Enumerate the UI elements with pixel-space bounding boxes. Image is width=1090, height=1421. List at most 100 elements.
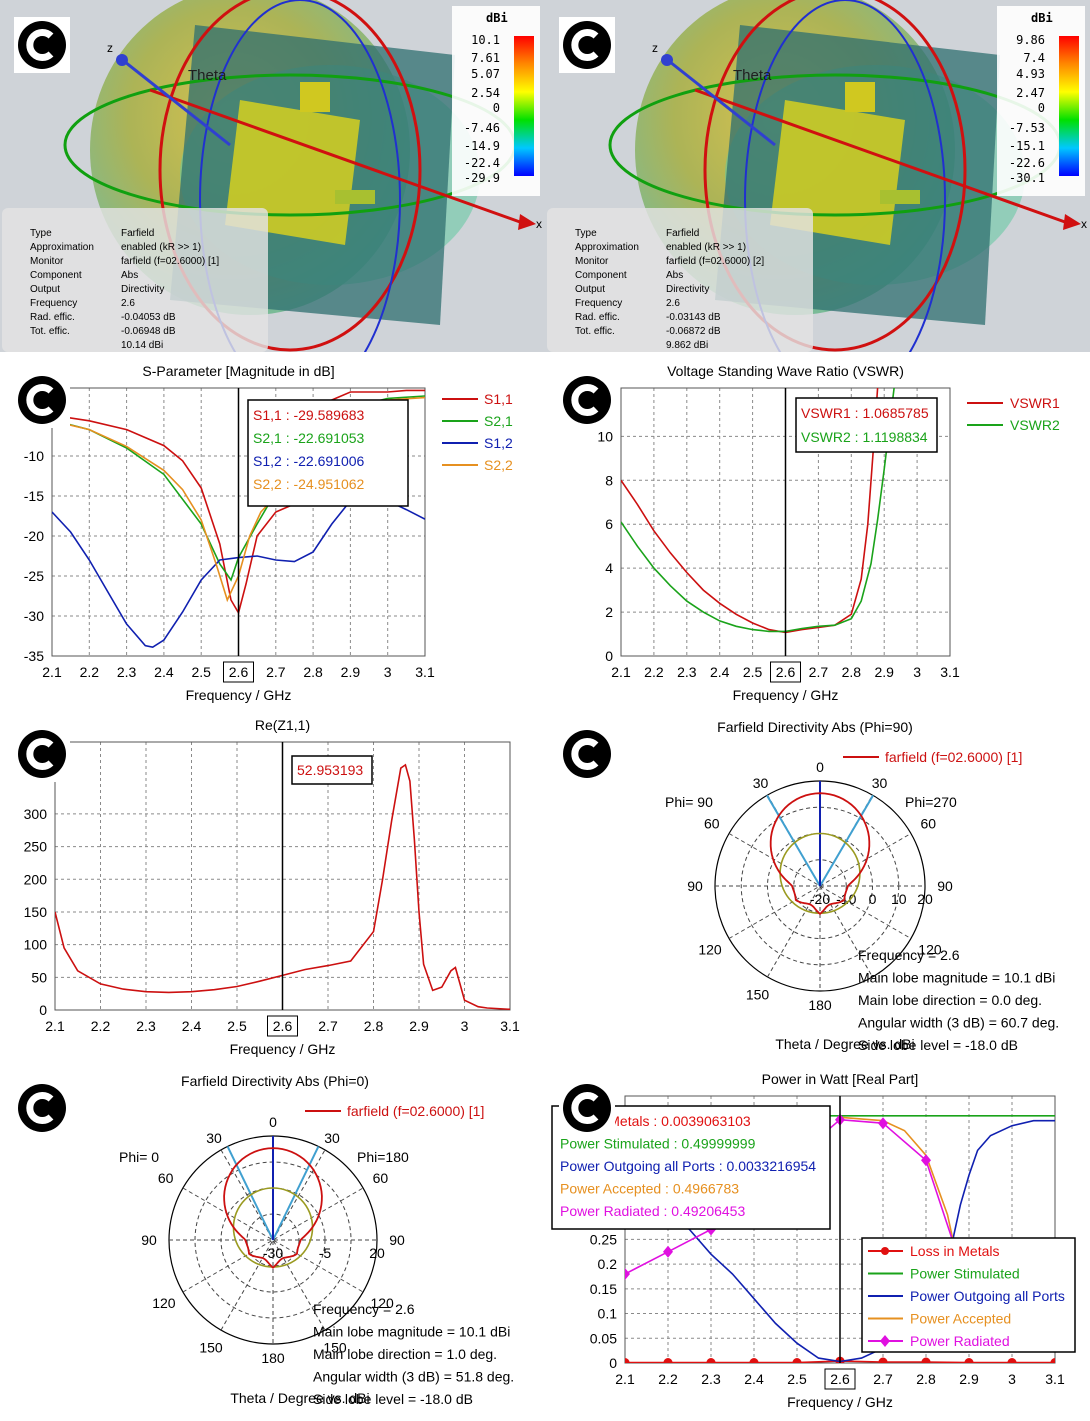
- x-axis-label: Frequency / GHz: [787, 1394, 893, 1410]
- polar-angle-label: 120: [918, 942, 942, 958]
- y-tick-label: 100: [24, 937, 48, 953]
- legend-label: S2,2: [484, 457, 513, 473]
- radiation-pattern: [769, 792, 871, 916]
- info-key: Component: [30, 270, 82, 281]
- polar-angle-label: 60: [920, 816, 936, 832]
- y-tick-label: 150: [24, 904, 48, 920]
- copyright-icon: [14, 372, 70, 428]
- polar-angle-label: 0: [269, 1114, 277, 1130]
- s-parameter-chart: S-Parameter [Magnitude in dB] 2.1 2.2 2.3 2.…: [14, 363, 513, 703]
- legend-label: VSWR1: [1010, 395, 1060, 411]
- y-tick-label: 8: [605, 472, 613, 488]
- x-tick-label: 3.1: [500, 1018, 520, 1034]
- polar-radial-tick: -5: [319, 1245, 332, 1261]
- y-tick-label: 2: [605, 604, 613, 620]
- colorbar-tick: -15.1: [1009, 139, 1045, 153]
- polar-radial-tick: 10: [891, 891, 907, 907]
- info-key: Rad. effic.: [30, 312, 75, 323]
- port-stub: [880, 190, 920, 204]
- marker-readout: S2,1 : -22.691053: [253, 430, 365, 446]
- copyright-icon-disc: [563, 376, 611, 424]
- colorbar-tick: -7.46: [464, 121, 500, 135]
- info-value: Farfield: [666, 228, 699, 239]
- info-key: Frequency: [30, 298, 77, 309]
- y-tick-label: 0: [609, 1355, 617, 1371]
- chart-title: Farfield Directivity Abs (Phi=90): [717, 719, 913, 735]
- x-tick-label: 2.7: [873, 1371, 893, 1387]
- theta-label: Theta: [188, 67, 227, 84]
- marker-readout: Power Radiated : 0.49206453: [560, 1203, 745, 1219]
- copyright-icon-disc: [18, 1084, 66, 1132]
- x-axis-arrowhead: [518, 214, 536, 230]
- x-tick-label: 2.3: [701, 1371, 721, 1387]
- polar-left-label: Phi= 0: [119, 1149, 159, 1165]
- info-key: Type: [575, 228, 597, 239]
- series-marker: [663, 1358, 673, 1363]
- legend-label: Power Stimulated: [910, 1266, 1020, 1282]
- series-marker: [921, 1357, 931, 1363]
- marker-readout: Power Outgoing all Ports : 0.0033216954: [560, 1158, 816, 1174]
- x-tick-label: 2.8: [364, 1018, 384, 1034]
- series-marker: [964, 1358, 974, 1363]
- legend-marker: [881, 1247, 889, 1255]
- series-group: [621, 388, 895, 634]
- info-value: Directivity: [121, 284, 164, 295]
- x-tick-label: 2.1: [611, 664, 631, 680]
- colorbar-tick: 2.54: [471, 86, 500, 100]
- x-tick-label: 2.3: [136, 1018, 156, 1034]
- colorbar-tick: 7.61: [471, 51, 500, 65]
- info-value: Abs: [666, 270, 683, 281]
- copyright-icon-disc: [18, 376, 66, 424]
- x-axis-label: Frequency / GHz: [230, 1041, 336, 1057]
- polar-angle-label: 180: [808, 997, 832, 1013]
- series-line: [625, 1119, 1055, 1363]
- copyright-icon-disc: [563, 21, 611, 69]
- info-key: Component: [575, 270, 627, 281]
- legend-label: Power Outgoing all Ports: [910, 1288, 1065, 1304]
- farfield-3d-panel-2: x z Theta dBi 9.86 7.4 4.93 2.47 0 -7.53 -15.1 -22.…: [545, 0, 1090, 401]
- y-tick-label: 0: [39, 1002, 47, 1018]
- y-tick-label: 0.15: [590, 1281, 617, 1297]
- farfield-3d-panel-1: x z Theta dBi 10.1 7.61 5.07 2.54 0 -7.46 -14.9 -22…: [0, 0, 545, 401]
- info-key: Frequency: [575, 298, 622, 309]
- series-marker: [749, 1358, 759, 1363]
- copyright-icon-letter: [26, 384, 54, 416]
- info-value: farfield (f=02.6000) [2]: [666, 256, 764, 267]
- x-tick-label: 2.7: [318, 1018, 338, 1034]
- z-axis-label: z: [652, 41, 658, 55]
- y-tick-label: 0: [605, 648, 613, 664]
- z-axis-arrowhead: [661, 54, 673, 66]
- colorbar-tick: 9.86: [1016, 33, 1045, 47]
- farfield-3d-view-2: x z Theta dBi 9.86 7.4 4.93 2.470 -7.53 -15.1 -22.…: [545, 0, 1090, 401]
- colorbar-tick: 7.4: [1023, 51, 1045, 65]
- marker-readout: S2,2 : -24.951062: [253, 476, 365, 492]
- info-value: 2.6: [666, 298, 680, 309]
- y-tick-label: 0.05: [590, 1330, 617, 1346]
- beamwidth-line: [819, 794, 874, 887]
- info-value: 10.14 dBi: [121, 340, 163, 351]
- x-tick-label: 2.3: [677, 664, 697, 680]
- x-tick-label: 2.2: [80, 664, 100, 680]
- x-tick-label: 2.3: [117, 664, 137, 680]
- feed-line: [300, 82, 330, 112]
- colorbar-tick: -14.9: [464, 139, 500, 153]
- chart-title: Voltage Standing Wave Ratio (VSWR): [667, 363, 904, 379]
- power-chart-panel: Power in Watt [Real Part] 2.1 2.2 2.3 2.4 2.5…: [545, 1066, 1090, 1416]
- polar-angle-label: 90: [937, 878, 953, 894]
- series-line: [621, 388, 895, 633]
- polar-radial-tick: 0: [869, 891, 877, 907]
- info-panel: [2, 208, 268, 352]
- legend-label: S1,2: [484, 435, 513, 451]
- x-tick-label: 3.1: [940, 664, 960, 680]
- x-tick-label: 2.9: [874, 664, 894, 680]
- colorbar-tick: -22.4: [464, 156, 500, 170]
- vswr-chart-panel: Voltage Standing Wave Ratio (VSWR) 2.1 2.2…: [545, 358, 1090, 710]
- pattern-info: Main lobe direction = 1.0 deg.: [313, 1346, 497, 1362]
- info-value: enabled (kR >> 1): [666, 242, 746, 253]
- beamwidth-line: [226, 1146, 274, 1241]
- series-line: [52, 389, 425, 615]
- radiation-pattern: [223, 1147, 323, 1269]
- z-axis-arrow: [119, 56, 231, 147]
- polar-angle-label: 30: [872, 775, 888, 791]
- polar-radial-tick: -10: [836, 891, 856, 907]
